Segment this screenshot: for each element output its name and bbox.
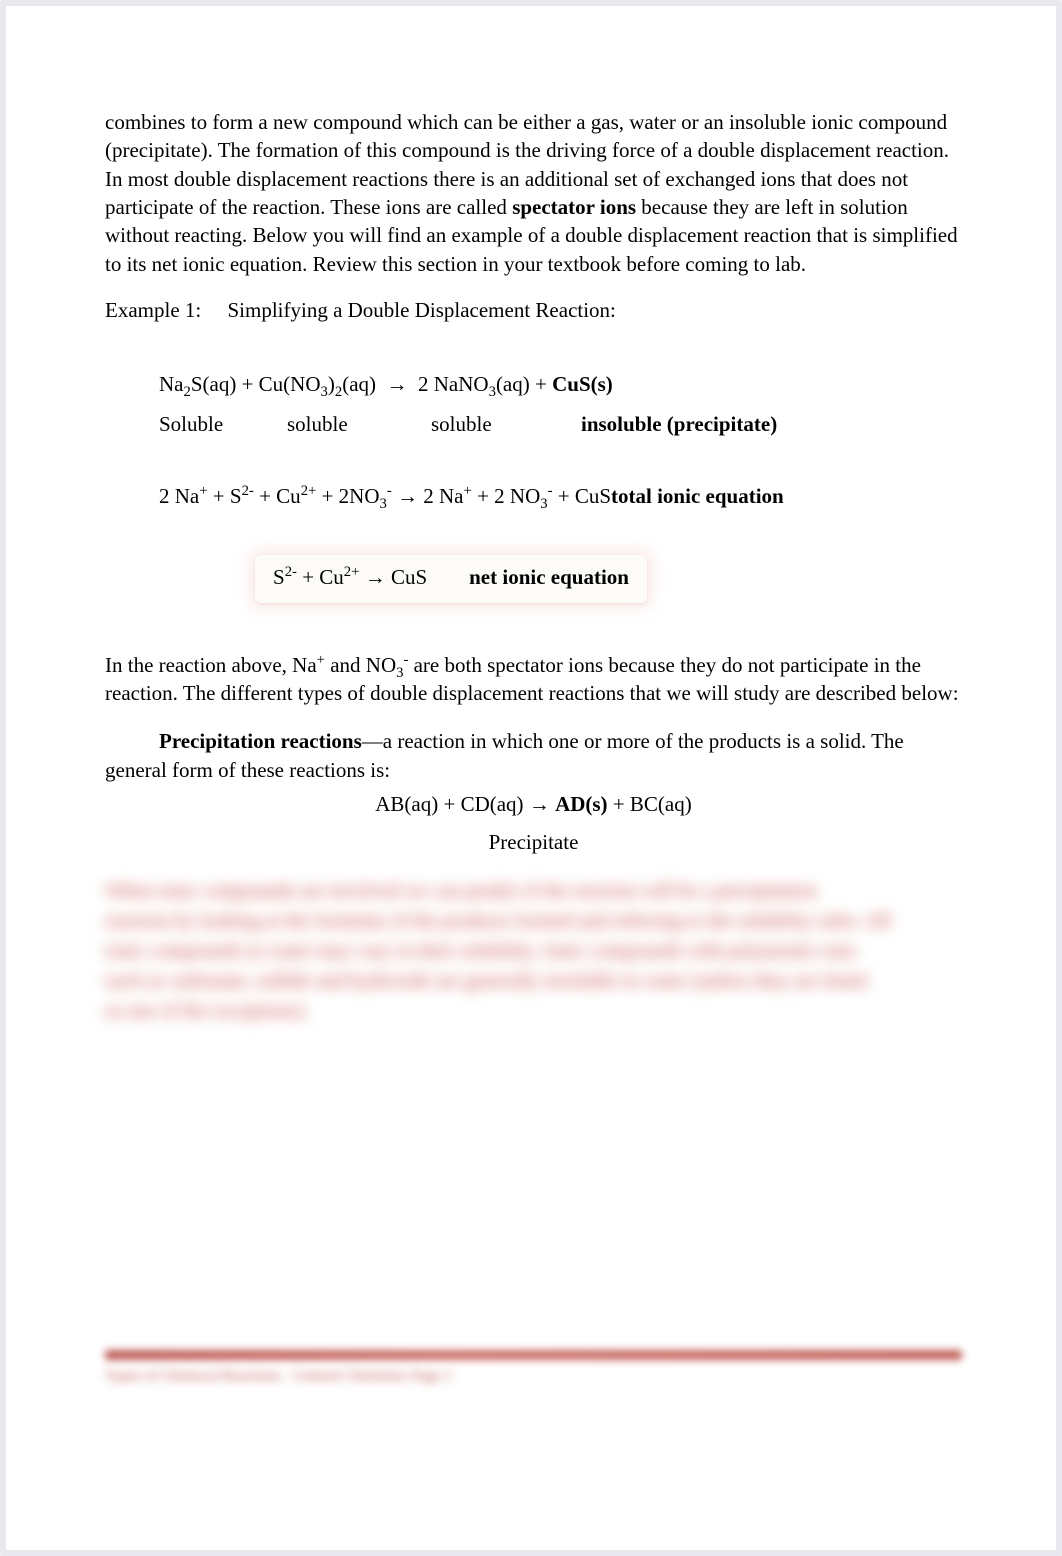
spectator-explanation: In the reaction above, Na+ and NO3- are … — [105, 651, 962, 708]
blur-l1: When ionic compounds are involved we can… — [105, 880, 817, 902]
gen-product: AD(s) — [555, 792, 608, 816]
eq2-label: total ionic equation — [611, 484, 784, 508]
arrow-icon: → — [529, 793, 550, 816]
total-ionic-equation: 2 Na+ + S2- + Cu2+ + 2NO3- → 2 Na+ + 2 N… — [159, 482, 962, 511]
footer-divider — [105, 1350, 962, 1360]
precipitate-label: Precipitate — [105, 828, 962, 856]
equations-block: Na2S(aq) + Cu(NO3)2(aq) → 2 NaNO3(aq) + … — [105, 370, 962, 602]
solubility-row: Soluble soluble soluble insoluble (preci… — [159, 410, 962, 438]
spectator-ions-term: spectator ions — [512, 195, 636, 219]
gen-rhs-c: + BC(aq) — [608, 792, 692, 816]
footer-text: Types of Chemical Reactions · General Ch… — [105, 1366, 962, 1386]
eq2-text: 2 Na+ + S2- + Cu2+ + 2NO3- → 2 Na+ + 2 N… — [159, 484, 611, 508]
precip-title: Precipitation reactions — [159, 729, 362, 753]
sol-1: Soluble — [159, 410, 287, 438]
arrow-icon: → — [397, 485, 418, 508]
blur-l3: ionic compounds in water may vary in the… — [105, 940, 856, 962]
intro-paragraph: combines to form a new compound which ca… — [105, 108, 962, 278]
after-text: In the reaction above, Na+ and NO3- are … — [105, 653, 959, 705]
example-label: Example 1: Simplifying a Double Displace… — [105, 296, 962, 324]
net-ionic-row: S2- + Cu2+ → CuS net ionic equation — [159, 555, 962, 602]
sol-3: soluble — [431, 410, 581, 438]
eq1-product: CuS(s) — [552, 372, 613, 396]
arrow-icon: → — [365, 566, 386, 589]
gen-lhs: AB(aq) + CD(aq) — [375, 792, 529, 816]
page-footer: Types of Chemical Reactions · General Ch… — [105, 1350, 962, 1386]
blur-l4: such as carbonate, sulfide and hydroxide… — [105, 970, 866, 992]
blur-l5: as one of the exceptions). — [105, 1000, 309, 1022]
general-equation: AB(aq) + CD(aq) → AD(s) + BC(aq) — [105, 790, 962, 819]
molecular-equation: Na2S(aq) + Cu(NO3)2(aq) → 2 NaNO3(aq) + … — [159, 370, 962, 399]
sol-4: insoluble (precipitate) — [581, 410, 777, 438]
net-ionic-box: S2- + Cu2+ → CuS net ionic equation — [255, 555, 647, 602]
document-page: combines to form a new compound which ca… — [0, 0, 1062, 1556]
blurred-paragraph: When ionic compounds are involved we can… — [105, 876, 962, 1026]
arrow-icon: → — [387, 373, 408, 396]
precip-dash: — — [362, 729, 383, 753]
blur-l2: reaction by looking at the formulas of t… — [105, 910, 891, 932]
eq1-lhs: Na2S(aq) + Cu(NO3)2(aq) → 2 NaNO3(aq) + … — [159, 372, 613, 396]
net-label: net ionic equation — [469, 565, 629, 589]
precipitation-def: Precipitation reactions—a reaction in wh… — [105, 727, 962, 784]
sol-2: soluble — [287, 410, 431, 438]
net-text: S2- + Cu2+ → CuS net ionic equation — [273, 565, 629, 589]
